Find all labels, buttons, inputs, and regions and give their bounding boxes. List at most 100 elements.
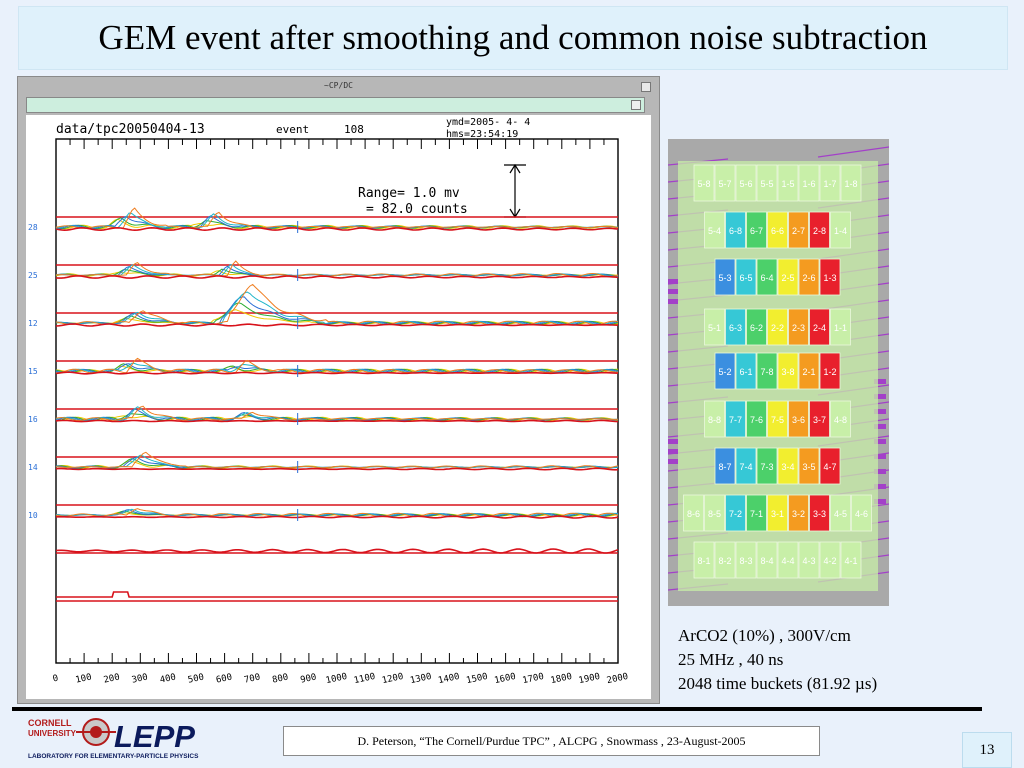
pad-label: 4-5 bbox=[834, 509, 847, 519]
pad-label: 2-8 bbox=[813, 226, 826, 236]
signal-trace bbox=[55, 302, 619, 326]
pad-cell bbox=[714, 541, 736, 579]
pad-map-svg: 5-8 5-7 5-6 5-5 1-5 1-6 1-7 1-8 5-4 6-8 6-7 6-6 2-7 2… bbox=[667, 146, 890, 591]
x-tick-label: 300 bbox=[131, 672, 149, 685]
pad-cell bbox=[777, 164, 799, 202]
pad-cell bbox=[830, 211, 851, 249]
connector-pad bbox=[668, 449, 678, 454]
pad-cell bbox=[725, 308, 746, 346]
signal-trace bbox=[55, 275, 619, 279]
pad-label: 5-6 bbox=[739, 179, 752, 189]
pad-cell bbox=[735, 164, 757, 202]
pad-cell bbox=[819, 164, 841, 202]
lepp-logo: CORNELL UNIVERSITY LEPP LABORATORY FOR E… bbox=[26, 714, 221, 762]
footer-citation: D. Peterson, “The Cornell/Purdue TPC” , … bbox=[283, 726, 820, 756]
pad-label: 3-5 bbox=[802, 462, 815, 472]
logo-university-text: UNIVERSITY bbox=[28, 729, 77, 738]
x-tick-label: 1000 bbox=[325, 672, 348, 686]
pad-label: 4-8 bbox=[834, 415, 847, 425]
range-scale-bar bbox=[504, 163, 526, 219]
connector-pad bbox=[668, 439, 678, 444]
pad-cell bbox=[746, 494, 767, 532]
pad-cell bbox=[725, 400, 746, 438]
pad-label: 7-7 bbox=[729, 415, 742, 425]
pad-cell bbox=[756, 352, 778, 390]
x-tick-label: 1500 bbox=[465, 672, 488, 686]
sampling-note: 25 MHz , 40 ns bbox=[678, 650, 784, 669]
pad-cell bbox=[819, 447, 841, 485]
pad-label: 6-2 bbox=[750, 323, 763, 333]
connector-pad bbox=[874, 424, 886, 429]
signal-trace bbox=[55, 405, 619, 421]
pad-cell bbox=[798, 258, 820, 296]
pad-label: 7-4 bbox=[739, 462, 752, 472]
x-tick-label: 1400 bbox=[437, 672, 460, 686]
plot-command-bar[interactable] bbox=[26, 97, 645, 113]
x-tick-label: 600 bbox=[215, 672, 233, 685]
plot-traces bbox=[55, 207, 619, 602]
pad-cell bbox=[809, 308, 830, 346]
pad-cell bbox=[756, 164, 778, 202]
command-bar-button-icon[interactable] bbox=[631, 100, 641, 110]
pad-label: 5-8 bbox=[697, 179, 710, 189]
pad-cell bbox=[798, 352, 820, 390]
connector-pad bbox=[874, 379, 886, 384]
channel-labels: 28 25 12 15 16 14 10 bbox=[28, 223, 38, 520]
connector-pad bbox=[874, 469, 886, 474]
signal-trace bbox=[55, 283, 619, 326]
pad-label: 1-2 bbox=[823, 367, 836, 377]
pcb-trace bbox=[817, 146, 890, 158]
pad-label: 4-2 bbox=[823, 556, 836, 566]
pad-cell bbox=[767, 308, 788, 346]
channel-label: 28 bbox=[28, 223, 38, 232]
pad-label: 6-7 bbox=[750, 226, 763, 236]
pad-cell bbox=[830, 494, 851, 532]
x-tick-label: 1200 bbox=[381, 672, 404, 686]
pad-cell bbox=[767, 211, 788, 249]
pad-cell bbox=[830, 400, 851, 438]
signal-trace bbox=[55, 260, 619, 278]
pad-cell bbox=[714, 258, 736, 296]
pad-label: 2-3 bbox=[792, 323, 805, 333]
pad-label: 6-6 bbox=[771, 226, 784, 236]
pad-label: 3-6 bbox=[792, 415, 805, 425]
event-plot-svg: data/tpc20050404-13 event 108 ymd=2005- … bbox=[28, 117, 629, 686]
pad-cell bbox=[788, 494, 809, 532]
pad-cell bbox=[693, 164, 715, 202]
signal-trace bbox=[55, 371, 619, 375]
pad-label: 7-2 bbox=[729, 509, 742, 519]
pad-cell bbox=[767, 494, 788, 532]
pad-cell bbox=[704, 494, 725, 532]
connector-pad bbox=[668, 299, 678, 304]
x-axis-ticks: 0 100 200 300 400 500 600 700 800 900 1000 1100 1200… bbox=[52, 653, 629, 686]
slide-title: GEM event after smoothing and common noi… bbox=[98, 18, 928, 57]
pad-label: 2-6 bbox=[802, 273, 815, 283]
window-control-icon[interactable] bbox=[641, 82, 651, 92]
connector-pad bbox=[874, 484, 886, 489]
pad-label: 4-1 bbox=[844, 556, 857, 566]
x-tick-label: 900 bbox=[299, 672, 317, 685]
ymd-label: ymd=2005- 4- 4 bbox=[446, 117, 530, 128]
pad-label: 5-2 bbox=[718, 367, 731, 377]
pad-label: 7-1 bbox=[750, 509, 763, 519]
signal-trace bbox=[55, 419, 619, 423]
pad-cell bbox=[840, 541, 862, 579]
pad-cell bbox=[725, 211, 746, 249]
event-number: 108 bbox=[344, 123, 364, 136]
slide-title-bar: GEM event after smoothing and common noi… bbox=[18, 6, 1008, 70]
pad-label: 5-7 bbox=[718, 179, 731, 189]
pad-cell bbox=[798, 447, 820, 485]
plot-window-titlebar: ~CP/DC bbox=[22, 79, 655, 93]
x-tick-label: 1700 bbox=[522, 672, 545, 686]
signal-trace bbox=[55, 548, 619, 554]
pad-cell bbox=[735, 447, 757, 485]
pad-cell bbox=[819, 352, 841, 390]
pad-label: 6-1 bbox=[739, 367, 752, 377]
pad-cell bbox=[704, 400, 725, 438]
pad-cell bbox=[819, 258, 841, 296]
pad-map-image: 5-8 5-7 5-6 5-5 1-5 1-6 1-7 1-8 5-4 6-8 6-7 6-6 2-7 2… bbox=[667, 139, 890, 606]
pad-label: 5-1 bbox=[708, 323, 721, 333]
x-tick-label: 1600 bbox=[494, 672, 517, 686]
pad-cell bbox=[714, 447, 736, 485]
pad-cell bbox=[756, 447, 778, 485]
